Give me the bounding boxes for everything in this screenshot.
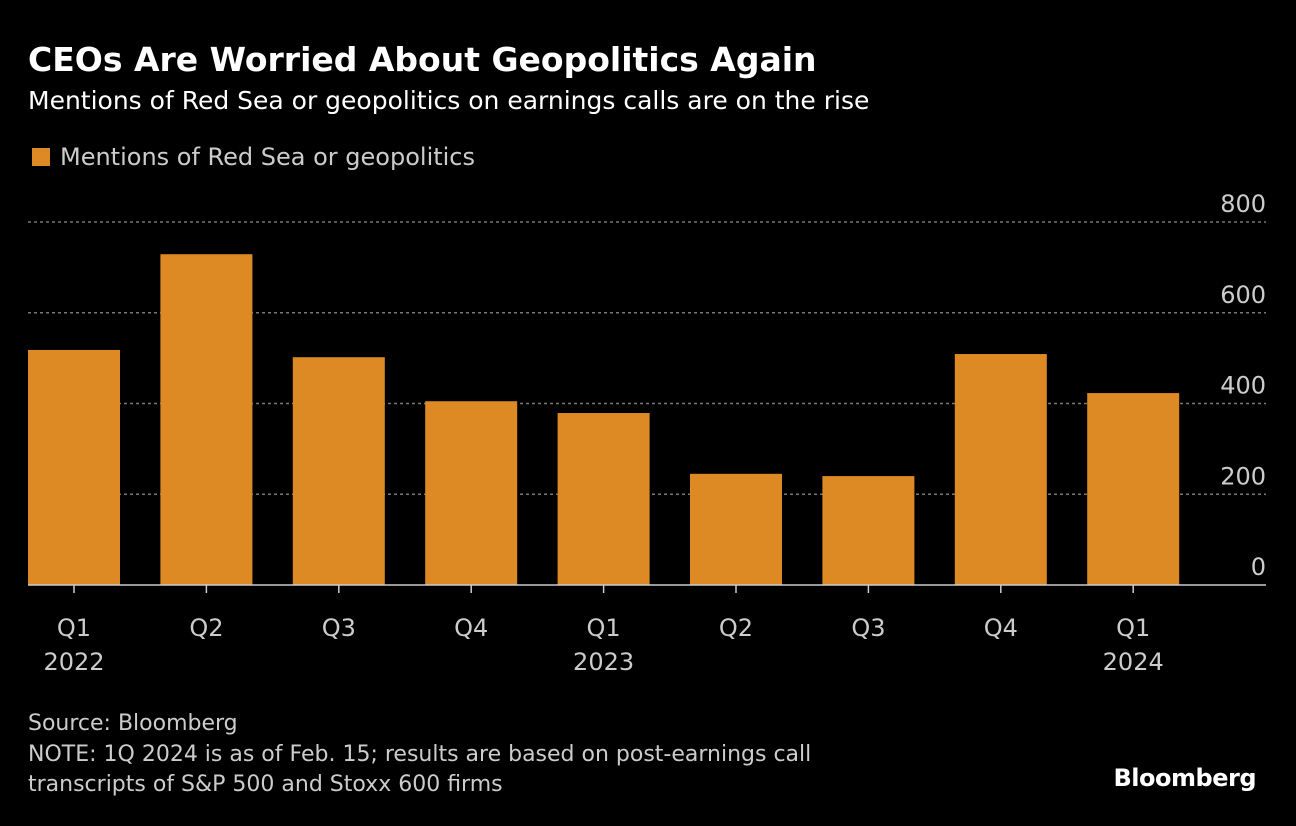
y-tick-label: 400 [1220, 372, 1266, 400]
bar [954, 354, 1047, 585]
x-tick-label: Q1 [57, 614, 91, 642]
bar [425, 401, 518, 585]
bar [822, 476, 915, 585]
chart-subtitle: Mentions of Red Sea or geopolitics on ea… [28, 86, 870, 115]
x-year-label: 2023 [573, 648, 634, 676]
x-year-label: 2022 [43, 648, 104, 676]
legend: Mentions of Red Sea or geopolitics [32, 143, 475, 171]
x-tick-label: Q1 [587, 614, 621, 642]
y-tick-label: 0 [1251, 553, 1266, 581]
x-year-label: 2024 [1103, 648, 1164, 676]
bar [557, 413, 650, 585]
y-tick-label: 600 [1220, 281, 1266, 309]
x-tick-label: Q3 [851, 614, 885, 642]
chart-title: CEOs Are Worried About Geopolitics Again [28, 40, 817, 79]
x-tick-label: Q2 [719, 614, 753, 642]
legend-label: Mentions of Red Sea or geopolitics [60, 143, 476, 171]
bar [690, 473, 782, 585]
y-tick-label: 200 [1220, 462, 1266, 490]
x-tick-label: Q1 [1116, 614, 1150, 642]
legend-swatch [32, 148, 50, 166]
bar [160, 254, 253, 585]
x-tick-label: Q2 [189, 614, 223, 642]
x-tick-label: Q4 [984, 614, 1018, 642]
bar [28, 349, 120, 585]
bar [292, 357, 385, 585]
note-line-1: NOTE: 1Q 2024 is as of Feb. 15; results … [28, 742, 812, 767]
source: Source: Bloomberg [28, 711, 238, 736]
x-tick-label: Q4 [454, 614, 488, 642]
bloomberg-logo: Bloomberg [1113, 764, 1257, 792]
y-tick-label: 800 [1220, 190, 1266, 218]
note-line-2: transcripts of S&P 500 and Stoxx 600 fir… [28, 772, 503, 797]
x-tick-label: Q3 [322, 614, 356, 642]
bar [1087, 393, 1180, 585]
